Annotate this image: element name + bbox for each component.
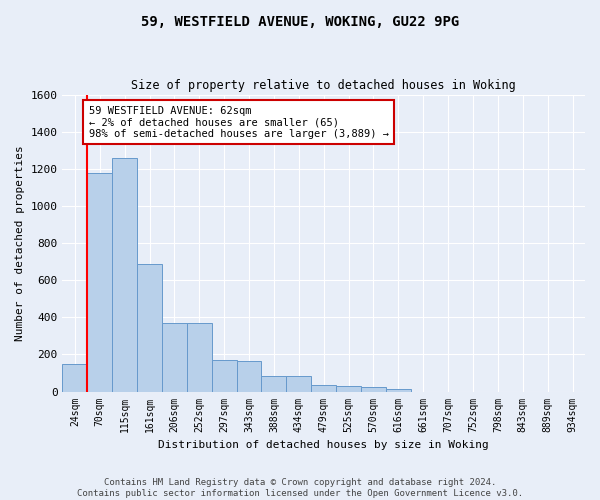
- Bar: [137, 264, 162, 392]
- Bar: [236, 361, 262, 392]
- Bar: [162, 323, 187, 392]
- Text: Contains HM Land Registry data © Crown copyright and database right 2024.
Contai: Contains HM Land Registry data © Crown c…: [77, 478, 523, 498]
- Bar: [361, 388, 386, 392]
- Y-axis label: Number of detached properties: Number of detached properties: [15, 145, 25, 341]
- Bar: [212, 360, 236, 392]
- Title: Size of property relative to detached houses in Woking: Size of property relative to detached ho…: [131, 79, 516, 92]
- Bar: [311, 385, 336, 392]
- Bar: [88, 174, 112, 392]
- Bar: [112, 158, 137, 392]
- Text: 59 WESTFIELD AVENUE: 62sqm
← 2% of detached houses are smaller (65)
98% of semi-: 59 WESTFIELD AVENUE: 62sqm ← 2% of detac…: [89, 106, 389, 139]
- Bar: [286, 376, 311, 392]
- Bar: [336, 386, 361, 392]
- Text: 59, WESTFIELD AVENUE, WOKING, GU22 9PG: 59, WESTFIELD AVENUE, WOKING, GU22 9PG: [141, 15, 459, 29]
- Bar: [62, 364, 88, 392]
- X-axis label: Distribution of detached houses by size in Woking: Distribution of detached houses by size …: [158, 440, 489, 450]
- Bar: [187, 323, 212, 392]
- Bar: [262, 376, 286, 392]
- Bar: [386, 390, 411, 392]
